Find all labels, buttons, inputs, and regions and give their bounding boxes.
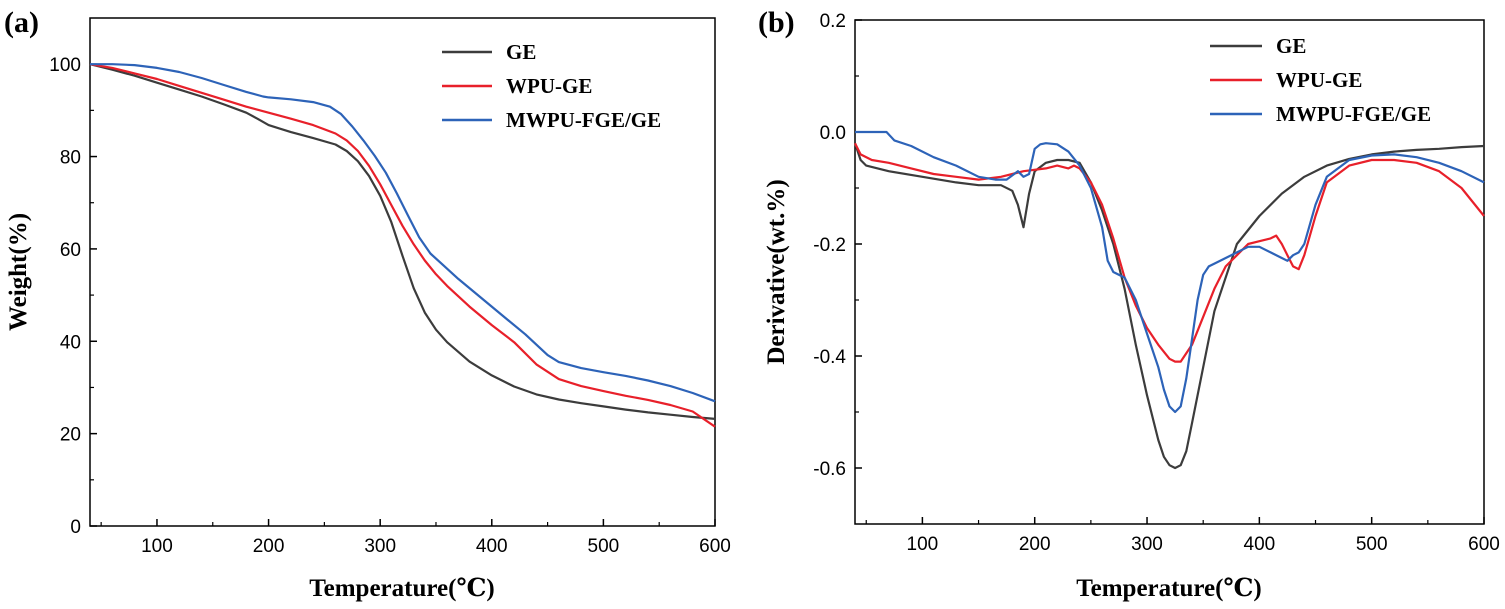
- panel-a-y-tick-label: 40: [60, 332, 81, 353]
- panel-a-y-tick-label: 60: [60, 240, 81, 261]
- panel-b-legend-wpu-ge: WPU-GE: [1276, 68, 1362, 92]
- panel-b-x-tick-label: 100: [907, 534, 939, 555]
- panel-a-y-axis-label: Weight(%): [5, 213, 32, 331]
- panel-b-series-wpu-ge: [854, 142, 1485, 363]
- panel-a-x-tick-label: 200: [253, 536, 285, 557]
- panel-b-y-tick-label: -0.2: [813, 235, 846, 256]
- panel-b-ticks: 100 200 300 400 500 600 -0.6 -0.4 -0.2 0.0 0.2: [813, 11, 1500, 555]
- panel-a-x-tick-label: 300: [364, 536, 396, 557]
- panel-b-x-tick-label: 500: [1356, 534, 1388, 555]
- panel-b-x-axis-label: Temperature(℃): [1076, 575, 1261, 602]
- panel-a-legend-wpu-ge: WPU-GE: [506, 74, 592, 98]
- panel-b-x-tick-label: 300: [1131, 534, 1163, 555]
- panel-a-series: [89, 63, 716, 428]
- panel-b-plot-frame: [854, 19, 1485, 525]
- panel-b-y-tick-label: 0.2: [820, 11, 846, 32]
- panel-a-x-tick-label: 500: [588, 536, 620, 557]
- panel-a-ticks: 100 200 300 400 500 600 0 20 40 60 80 100: [49, 55, 731, 557]
- panel-a-legend-mwpu-fge-ge: MWPU-FGE/GE: [506, 108, 661, 132]
- panel-a-legend-ge: GE: [506, 40, 536, 64]
- panel-b-series-ge: [853, 142, 1485, 470]
- panel-a-y-tick-label: 20: [60, 425, 81, 446]
- panel-b-label: (b): [758, 6, 795, 39]
- panel-b-legend-ge: GE: [1276, 34, 1306, 58]
- panel-b-x-tick-label: 600: [1468, 534, 1500, 555]
- panel-b-series: [853, 130, 1485, 470]
- panel-b-dtg-derivative: (b) 100 200 300 400 500 600 -0.6 -0.4 -0.2 0.0 0.2…: [758, 6, 1500, 602]
- panel-a-label: (a): [4, 6, 39, 39]
- panel-b-x-tick-label: 200: [1019, 534, 1051, 555]
- panel-b-y-tick-label: 0.0: [820, 123, 846, 144]
- panel-a-x-tick-label: 600: [699, 536, 731, 557]
- panel-b-legend-mwpu-fge-ge: MWPU-FGE/GE: [1276, 102, 1431, 126]
- panel-a-x-tick-label: 400: [476, 536, 508, 557]
- panel-a-series-mwpu-fge-ge: [90, 63, 716, 403]
- panel-a-series-ge: [89, 63, 716, 420]
- panel-b-series-mwpu-fge-ge: [855, 130, 1485, 414]
- panel-a-y-tick-label: 100: [49, 55, 81, 76]
- panel-a-x-tick-label: 100: [141, 536, 173, 557]
- panel-b-y-axis-label: Derivative(wt.%): [763, 179, 790, 364]
- panel-b-y-tick-label: -0.6: [813, 459, 846, 480]
- panel-a-tga-weight: (a) 100 200 300 400 500 600 0 20 40 60 80 100 Tempe…: [4, 6, 731, 602]
- panel-a-y-tick-label: 80: [60, 148, 81, 169]
- panel-a-x-axis-label: Temperature(℃): [309, 575, 494, 602]
- panel-b-y-tick-label: -0.4: [813, 347, 846, 368]
- panel-a-y-tick-label: 0: [70, 517, 81, 538]
- panel-a-series-wpu-ge: [89, 63, 716, 428]
- panel-b-x-tick-label: 400: [1244, 534, 1276, 555]
- panel-a-plot-frame: [89, 17, 716, 527]
- panel-a-legend: GE WPU-GE MWPU-FGE/GE: [442, 40, 661, 132]
- panel-b-legend: GE WPU-GE MWPU-FGE/GE: [1210, 34, 1431, 126]
